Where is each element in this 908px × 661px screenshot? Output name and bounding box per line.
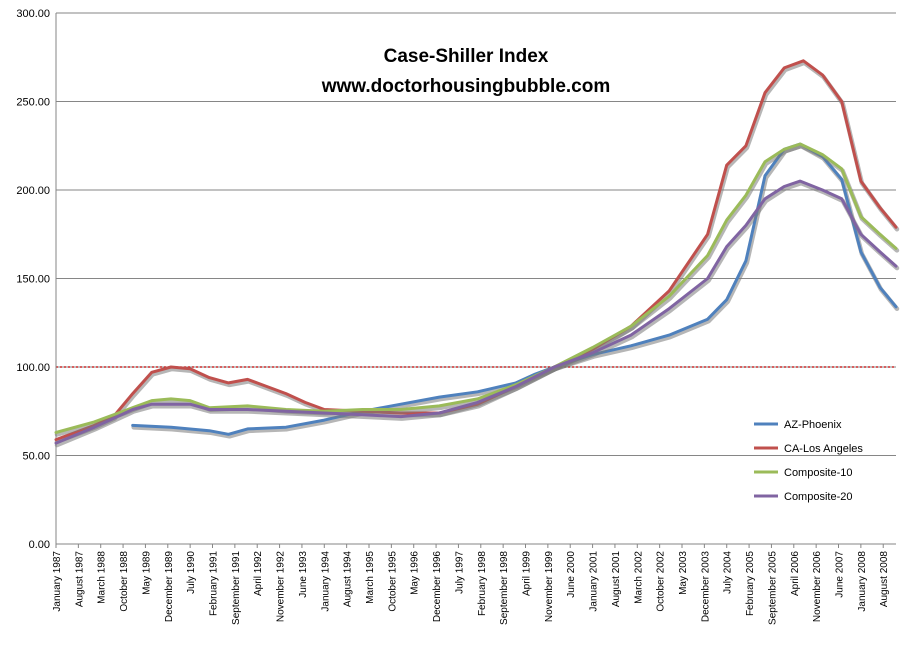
x-tick-label: July 1997 [454,551,465,594]
y-tick-labels: 0.00 50.00 100.00 150.00 200.00 250.00 300.00 [16,8,50,551]
x-tick-label: August 2001 [611,551,622,608]
x-tick-label: November 1999 [544,551,555,623]
legend-label: AZ-Phoenix [784,419,842,431]
x-tick-label: March 1995 [365,551,376,604]
y-tick-label: 250.00 [16,97,50,109]
x-tick-label: November 1992 [276,551,287,623]
x-tick-label: January 2001 [589,551,600,612]
chart-subtitle: www.doctorhousingbubble.com [321,76,611,97]
x-tick-label: August 1987 [74,551,85,608]
y-tick-label: 0.00 [29,539,50,551]
x-tick-label: February 2005 [745,551,756,616]
legend: AZ-Phoenix CA-Los Angeles Composite-10 Comp… [754,419,863,503]
x-tick-label: June 2007 [835,551,846,598]
chart-title: Case-Shiller Index [384,46,549,67]
x-tick-labels: January 1987 August 1987 March 1988 October… [52,544,890,625]
x-tick-label: January 2008 [857,551,868,612]
x-tick-label: April 2006 [790,551,801,596]
x-tick-label: August 1994 [343,551,354,608]
x-tick-label: December 1996 [432,551,443,623]
x-tick-label: August 2008 [879,551,890,608]
x-tick-label: April 1992 [253,551,264,596]
series-line-composite-20 [54,179,898,445]
x-tick-label: May 1989 [141,551,152,595]
x-tick-label: September 2005 [767,551,778,625]
axes [55,13,896,545]
x-tick-label: July 2004 [723,551,734,594]
series-lines [54,59,900,448]
x-tick-label: October 2002 [656,551,667,612]
x-tick-label: November 2006 [812,551,823,623]
legend-label: Composite-20 [784,491,852,503]
y-tick-label: 200.00 [16,185,50,197]
y-tick-label: 150.00 [16,274,50,286]
x-tick-label: September 1998 [499,551,510,625]
x-tick-label: December 2003 [700,551,711,623]
x-tick-label: September 1991 [231,551,242,625]
x-tick-label: October 1995 [387,551,398,612]
y-tick-label: 300.00 [16,8,50,20]
x-tick-label: February 1998 [477,551,488,616]
x-tick-label: June 2000 [566,551,577,598]
x-tick-label: April 1999 [522,551,533,596]
x-tick-label: March 1988 [97,551,108,604]
legend-label: Composite-10 [784,467,852,479]
x-tick-label: December 1989 [164,551,175,623]
x-tick-label: June 1993 [298,551,309,598]
x-tick-label: July 1990 [186,551,197,594]
x-tick-label: February 1991 [209,551,220,616]
y-tick-label: 100.00 [16,362,50,374]
legend-label: CA-Los Angeles [784,443,863,455]
x-tick-label: March 2002 [633,551,644,604]
x-tick-label: May 1996 [410,551,421,595]
x-tick-label: January 1987 [52,551,63,612]
y-tick-label: 50.00 [22,451,50,463]
x-tick-label: October 1988 [119,551,130,612]
x-tick-label: January 1994 [320,551,331,612]
x-tick-label: May 2003 [678,551,689,595]
